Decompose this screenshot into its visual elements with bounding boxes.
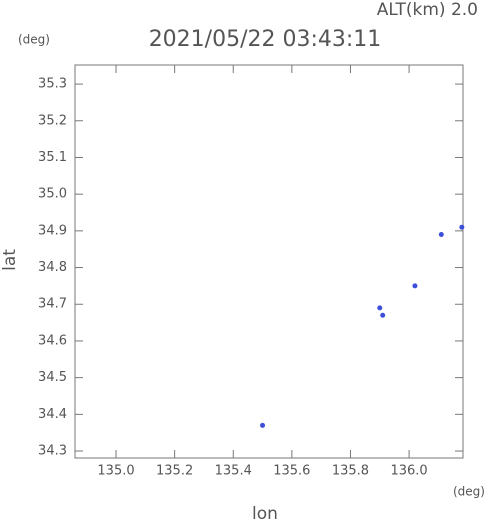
x-tick-label: 135.6 (273, 464, 310, 479)
x-tick-label: 135.4 (215, 464, 252, 479)
y-tick-label: 34.9 (38, 223, 67, 238)
x-tick-label: 135.0 (97, 464, 134, 479)
x-unit: (deg) (453, 485, 485, 499)
y-tick-label: 35.2 (38, 113, 67, 128)
y-tick-label: 35.1 (38, 150, 67, 165)
y-tick-label: 34.6 (38, 333, 67, 348)
x-axis-label: lon (252, 504, 278, 521)
echo-point (377, 305, 383, 311)
y-tick-label: 35.0 (38, 187, 67, 202)
echo-point (438, 232, 444, 238)
chart-title: 2021/05/22 03:43:11 (149, 27, 382, 52)
y-tick-label: 35.3 (38, 77, 67, 92)
y-axis-label: lat (0, 249, 20, 271)
plot-frame (74, 64, 464, 459)
x-tick-label: 135.2 (156, 464, 193, 479)
echo-point (260, 422, 266, 428)
y-tick-label: 34.4 (38, 407, 67, 422)
echo-point (412, 283, 418, 289)
y-tick-label: 34.5 (38, 370, 67, 385)
annotation: ALT(km) 2.0 (377, 0, 478, 20)
y-tick-label: 34.3 (38, 444, 67, 459)
y-tick-label: 34.7 (38, 297, 67, 312)
x-tick-label: 136.0 (390, 464, 427, 479)
echo-point (380, 312, 386, 318)
x-tick-label: 135.8 (332, 464, 369, 479)
y-tick-label: 34.8 (38, 260, 67, 275)
echo-point (459, 224, 465, 230)
y-unit: (deg) (18, 33, 50, 47)
